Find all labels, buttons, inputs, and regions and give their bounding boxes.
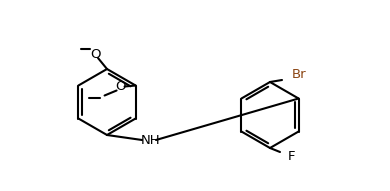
Text: F: F [288, 150, 296, 163]
Text: O: O [115, 80, 126, 93]
Text: O: O [90, 48, 100, 61]
Text: Br: Br [292, 67, 307, 80]
Text: NH: NH [141, 134, 161, 147]
